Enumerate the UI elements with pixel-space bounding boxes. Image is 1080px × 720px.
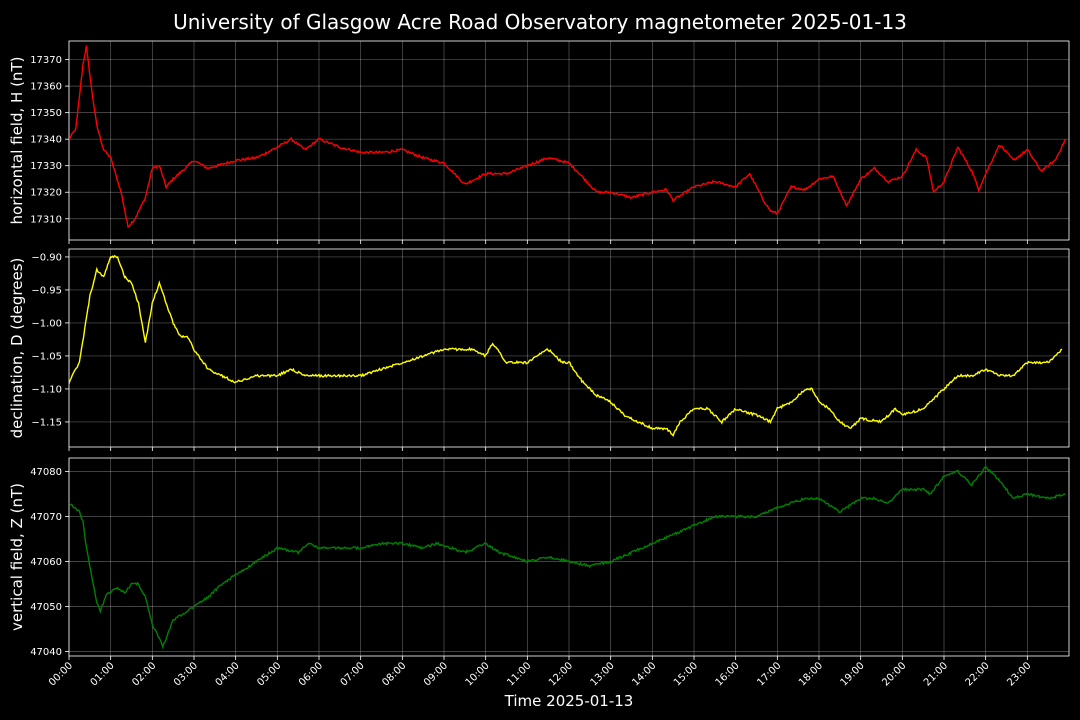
plot-frame xyxy=(68,40,1070,241)
y-tick-label: 47060 xyxy=(30,557,62,568)
x-tick-label: 22:00 xyxy=(964,660,992,688)
y-tick-label: −0.95 xyxy=(31,285,62,296)
series-line xyxy=(69,45,1067,228)
y-tick-label: 47070 xyxy=(30,512,62,523)
y-tick-label: 17310 xyxy=(30,214,62,225)
series-line xyxy=(69,465,1066,650)
x-tick-label: 12:00 xyxy=(547,660,575,688)
x-tick-label: 11:00 xyxy=(505,660,533,688)
y-tick-label: 47040 xyxy=(30,647,62,658)
x-tick-label: 20:00 xyxy=(880,660,908,688)
x-tick-label: 06:00 xyxy=(297,660,325,688)
panel-3: 47040 47050 47060 47070 47080 vertical field,… xyxy=(8,457,1070,660)
x-tick-label: 09:00 xyxy=(422,660,450,688)
x-tick-label: 23:00 xyxy=(1005,660,1033,688)
x-tick-label: 15:00 xyxy=(672,660,700,688)
y-tick-label: −1.00 xyxy=(31,318,62,329)
x-tick-label: 00:00 xyxy=(47,660,75,688)
x-tick-label: 17:00 xyxy=(755,660,783,688)
y-tick-label: 17320 xyxy=(30,188,62,199)
x-tick-label: 01:00 xyxy=(89,660,117,688)
x-tick-label: 21:00 xyxy=(922,660,950,688)
x-tick-label: 02:00 xyxy=(130,660,158,688)
y-axis-label: vertical field, Z (nT) xyxy=(8,483,26,631)
y-tick-label: 17360 xyxy=(30,82,62,93)
y-tick-label: 17340 xyxy=(30,135,62,146)
series-line xyxy=(69,254,1063,438)
x-tick-label: 03:00 xyxy=(172,660,200,688)
x-tick-label: 13:00 xyxy=(589,660,617,688)
y-tick-label: 47050 xyxy=(30,602,62,613)
x-axis-ticks: 00:00 01:00 02:00 03:00 04:00 05:00 06:00 07:00… xyxy=(47,660,1033,688)
x-tick-label: 18:00 xyxy=(797,660,825,688)
y-axis-label: horizontal field, H (nT) xyxy=(8,57,26,225)
x-tick-label: 10:00 xyxy=(464,660,492,688)
x-tick-label: 07:00 xyxy=(339,660,367,688)
y-tick-label: −0.90 xyxy=(31,252,62,263)
y-tick-label: −1.15 xyxy=(31,417,62,428)
y-tick-label: 17330 xyxy=(30,161,62,172)
panels-group: 17310 17320 17330 17340 17350 17360 17370 horiz… xyxy=(8,40,1070,660)
x-axis-label: Time 2025-01-13 xyxy=(504,692,634,710)
x-tick-label: 19:00 xyxy=(839,660,867,688)
y-tick-label: 47080 xyxy=(30,467,62,478)
x-tick-label: 16:00 xyxy=(714,660,742,688)
y-tick-label: 17370 xyxy=(30,55,62,66)
x-tick-label: 14:00 xyxy=(630,660,658,688)
y-tick-label: 17350 xyxy=(30,108,62,119)
y-tick-label: −1.05 xyxy=(31,351,62,362)
plot-frame xyxy=(68,457,1070,657)
x-tick-label: 08:00 xyxy=(380,660,408,688)
y-axis-label: declination, D (degrees) xyxy=(8,258,26,439)
panel-1: 17310 17320 17330 17340 17350 17360 17370 horiz… xyxy=(8,40,1070,244)
x-tick-label: 04:00 xyxy=(214,660,242,688)
x-tick-label: 05:00 xyxy=(255,660,283,688)
panel-2: −0.90 −0.95 −1.00 −1.05 −1.10 −1.15 declinatio… xyxy=(8,248,1070,451)
y-tick-label: −1.10 xyxy=(31,384,62,395)
chart-title: University of Glasgow Acre Road Observat… xyxy=(173,10,907,34)
